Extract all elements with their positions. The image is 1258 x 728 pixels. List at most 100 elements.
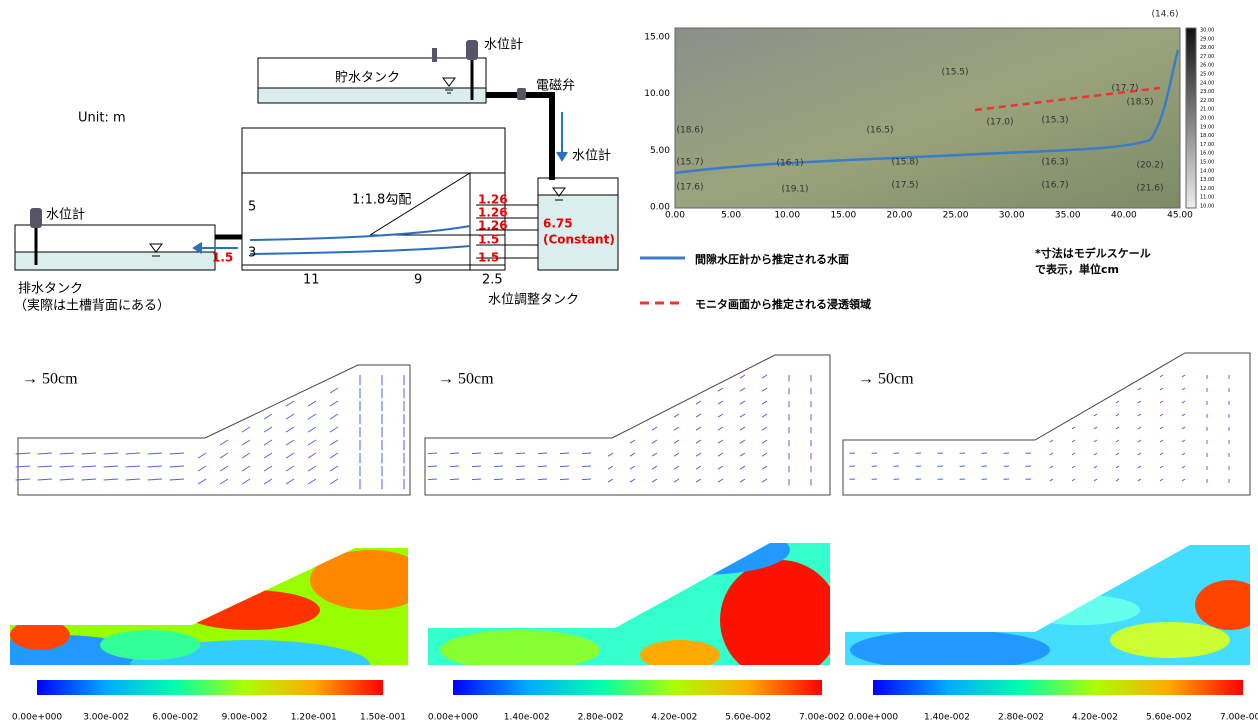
vector (330, 414, 338, 419)
contour-label: (20.2) (1136, 161, 1163, 171)
vector (330, 440, 338, 445)
vector (450, 466, 459, 467)
vector (82, 453, 96, 454)
vector (1182, 375, 1185, 377)
vector (264, 466, 272, 471)
vector (220, 479, 228, 484)
dim: 2.5 (482, 273, 503, 288)
label: 水位計 (46, 207, 85, 223)
vector (38, 479, 52, 480)
colorbar-label: 1.40e-002 (504, 713, 550, 723)
vector (630, 466, 635, 469)
vector (652, 440, 657, 443)
contour-label: (17.7) (1111, 84, 1138, 94)
colorbar-label: 20.00 (1200, 116, 1214, 122)
vector (264, 427, 272, 432)
y-tick-label: 15.00 (644, 33, 670, 43)
y-tick-label: 10.00 (644, 89, 670, 99)
colorbar-label: 21.00 (1200, 107, 1214, 113)
vector (1160, 414, 1163, 416)
vector (718, 401, 723, 404)
vector (242, 479, 250, 484)
red-dim: 1.26 (478, 206, 508, 220)
vector (762, 414, 767, 417)
vector (762, 427, 767, 430)
vector (1182, 479, 1185, 481)
vector (330, 388, 338, 393)
vector (674, 479, 679, 482)
apparatus (15, 42, 618, 270)
colorbar-label: 23.00 (1200, 89, 1214, 95)
contour-label: (21.6) (1136, 184, 1163, 194)
colorbar-label: 1.50e-001 (360, 713, 406, 723)
vector (126, 479, 140, 480)
colorbar-label: 24.00 (1200, 80, 1214, 86)
x-tick-label: 35.00 (1055, 211, 1081, 221)
vector (696, 479, 701, 482)
vector (286, 427, 294, 432)
x-tick-label: 40.00 (1111, 211, 1137, 221)
color-map (425, 525, 840, 680)
vector (82, 479, 96, 480)
vector (1094, 440, 1097, 442)
vector (1050, 440, 1053, 442)
colorbar-label: 1.40e-002 (924, 713, 970, 723)
colorbar (1186, 28, 1196, 208)
vector (718, 414, 723, 417)
contour-label: (15.8) (891, 158, 918, 168)
unit: Unit: m (78, 111, 126, 126)
vector (1160, 479, 1163, 481)
colorbar-label: 19.00 (1200, 124, 1214, 130)
vector (82, 466, 96, 467)
vector (608, 479, 613, 482)
vector (674, 427, 679, 430)
vector (630, 440, 635, 443)
colorbar-label: 14.00 (1200, 168, 1214, 174)
vector (1138, 453, 1141, 455)
vector (1094, 453, 1097, 455)
dim: 5 (248, 200, 256, 215)
plot-area (675, 28, 1180, 208)
vector (242, 427, 250, 432)
colorbar-label: 7.00e-002 (799, 713, 845, 723)
vector (1116, 479, 1119, 481)
vector (652, 479, 657, 482)
vector (428, 479, 437, 480)
colorbar-label: 28.00 (1200, 45, 1214, 51)
vector (286, 479, 294, 484)
vector (608, 466, 613, 469)
vector (1094, 414, 1097, 416)
vector (198, 466, 206, 471)
vector (1138, 427, 1141, 429)
diagram-labels: Unit: m 貯水タンク 水位計 電磁弁 水位計 水位計 1:1.8勾配 排水… (14, 37, 615, 314)
vector (198, 453, 206, 458)
figure: Unit: m 貯水タンク 水位計 電磁弁 水位計 水位計 1:1.8勾配 排水… (0, 0, 1258, 728)
contour-label: (19.1) (781, 185, 808, 195)
vector (330, 466, 338, 471)
vector (264, 440, 272, 445)
vector (1138, 401, 1141, 403)
vector (60, 479, 74, 480)
y-tick-label: 0.00 (650, 203, 670, 213)
colorbar (37, 680, 383, 695)
colorbar-label: 26.00 (1200, 63, 1214, 69)
vector (762, 479, 767, 482)
x-tick-label: 30.00 (999, 211, 1025, 221)
vector (674, 466, 679, 469)
colorbar-label: 7.00e-002 (1220, 713, 1258, 723)
vector (538, 479, 547, 480)
colorbar-label: 4.20e-002 (1072, 713, 1118, 723)
vector (652, 453, 657, 456)
vector (38, 466, 52, 467)
vector (1094, 479, 1097, 481)
vector (582, 479, 591, 480)
vector (308, 414, 316, 419)
label: 1:1.8勾配 (352, 193, 411, 208)
vector (674, 440, 679, 443)
vector (104, 479, 118, 480)
red-dim: 1.26 (478, 219, 508, 233)
vector (1072, 440, 1075, 442)
label: 排水タンク (18, 282, 83, 297)
colorbar-label: 3.00e-002 (83, 713, 129, 723)
vector (1160, 401, 1163, 403)
